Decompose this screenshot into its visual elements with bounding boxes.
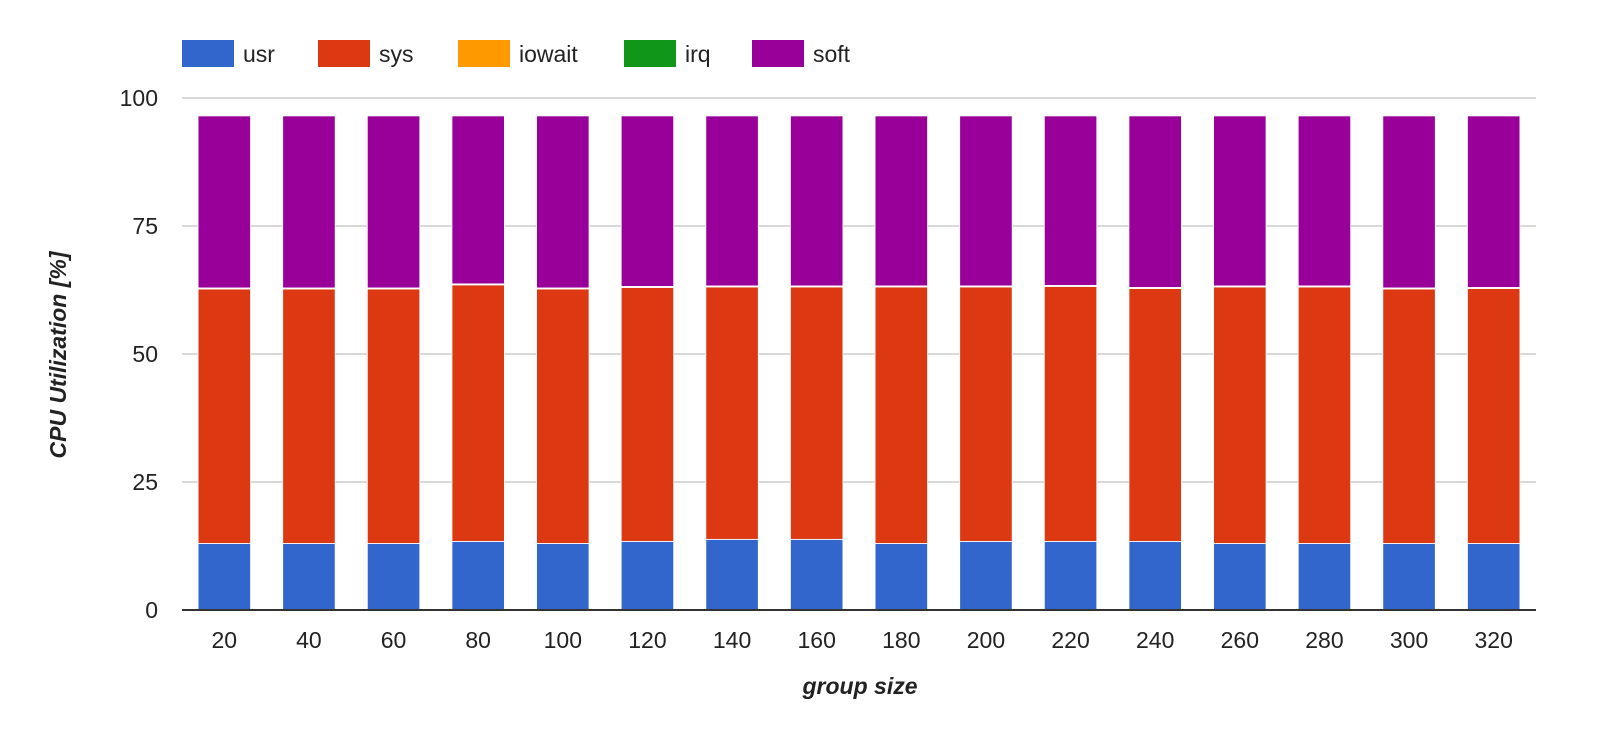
bar-segment-sys-260 (1213, 286, 1267, 544)
legend-label-soft: soft (813, 41, 851, 67)
bar-segment-sys-100 (536, 288, 590, 544)
legend-swatch-iowait (458, 40, 510, 67)
bar-segment-sys-160 (790, 286, 844, 540)
bar-segment-usr-40 (282, 543, 336, 611)
bar-segment-sys-280 (1297, 286, 1352, 544)
bar-segment-sys-220 (1043, 286, 1098, 542)
bar-segment-soft-240 (1128, 115, 1182, 288)
bar-segment-usr-160 (790, 538, 844, 611)
x-axis-title: group size (801, 673, 917, 699)
bar-segment-soft-120 (620, 115, 675, 287)
bar-segment-soft-160 (790, 115, 844, 287)
y-tick-label: 50 (132, 341, 158, 367)
legend-label-iowait: iowait (519, 41, 578, 67)
x-tick-label: 120 (628, 627, 666, 653)
bar-segment-soft-140 (705, 115, 759, 287)
x-tick-label: 300 (1390, 627, 1428, 653)
x-tick-label: 80 (465, 627, 491, 653)
bar-segment-soft-40 (282, 115, 336, 289)
legend-label-sys: sys (379, 41, 414, 67)
x-tick-label: 20 (212, 627, 238, 653)
bar-segment-soft-200 (959, 115, 1013, 287)
y-tick-label: 75 (132, 213, 158, 239)
bar-segment-usr-320 (1467, 543, 1521, 611)
legend-swatch-soft (752, 40, 804, 67)
bar-segment-soft-80 (451, 115, 505, 285)
legend-swatch-usr (182, 40, 234, 67)
bar-segment-sys-40 (282, 288, 336, 544)
bar-segment-sys-20 (197, 288, 251, 544)
legend-label-irq: irq (685, 41, 711, 67)
bar-segment-sys-80 (451, 284, 505, 542)
x-tick-label: 260 (1221, 627, 1259, 653)
bar-segment-soft-260 (1213, 115, 1267, 287)
axes: 0 25 50 75 100 20 40 60 80 100 120 140 160 180 200 220 2… (120, 85, 1536, 653)
bar-segment-soft-20 (197, 115, 251, 289)
bar-segment-sys-120 (620, 287, 675, 542)
bar-segment-usr-240 (1128, 540, 1182, 611)
x-tick-label: 140 (713, 627, 751, 653)
legend-label-usr: usr (243, 41, 275, 67)
bar-segment-usr-120 (620, 540, 675, 611)
legend-swatch-irq (624, 40, 676, 67)
x-tick-label: 200 (967, 627, 1005, 653)
x-tick-label: 240 (1136, 627, 1174, 653)
x-tick-label: 160 (798, 627, 836, 653)
legend: usr sys iowait irq soft (182, 40, 851, 67)
bar-segment-sys-140 (705, 286, 759, 540)
x-tick-label: 220 (1051, 627, 1089, 653)
legend-swatch-sys (318, 40, 370, 67)
x-tick-label: 40 (296, 627, 322, 653)
bar-segment-sys-200 (959, 286, 1013, 542)
y-tick-label: 0 (145, 597, 158, 623)
bar-segment-soft-300 (1382, 115, 1436, 289)
y-axis-title: CPU Utilization [%] (45, 250, 71, 458)
bar-segment-soft-320 (1467, 115, 1521, 288)
bar-segment-sys-240 (1128, 288, 1182, 542)
bar-segment-sys-320 (1467, 288, 1521, 544)
bar-segment-usr-20 (197, 543, 251, 611)
bar-segment-usr-100 (536, 543, 590, 611)
bar-segment-sys-180 (874, 286, 928, 544)
bar-segment-soft-100 (536, 115, 590, 289)
x-tick-label: 60 (381, 627, 407, 653)
bar-segment-usr-180 (874, 543, 928, 611)
x-tick-label: 280 (1305, 627, 1343, 653)
bar-segment-soft-180 (874, 115, 928, 287)
x-tick-label: 320 (1475, 627, 1513, 653)
bar-segment-soft-60 (366, 115, 421, 289)
x-tick-label: 180 (882, 627, 920, 653)
y-tick-label: 25 (132, 469, 158, 495)
bar-segment-usr-80 (451, 540, 505, 611)
bar-segment-sys-300 (1382, 288, 1436, 544)
y-tick-label: 100 (120, 85, 158, 111)
bar-segment-usr-140 (705, 538, 759, 611)
bar-segment-soft-280 (1297, 115, 1352, 287)
bar-segment-usr-200 (959, 540, 1013, 611)
bar-segment-usr-280 (1297, 543, 1352, 611)
bar-segment-usr-60 (366, 543, 421, 611)
bar-segment-usr-260 (1213, 543, 1267, 611)
bars (197, 115, 1521, 611)
x-tick-label: 100 (544, 627, 582, 653)
bar-segment-usr-220 (1043, 540, 1098, 611)
bar-segment-soft-220 (1043, 115, 1098, 286)
bar-segment-sys-60 (366, 288, 421, 544)
bar-segment-usr-300 (1382, 543, 1436, 611)
